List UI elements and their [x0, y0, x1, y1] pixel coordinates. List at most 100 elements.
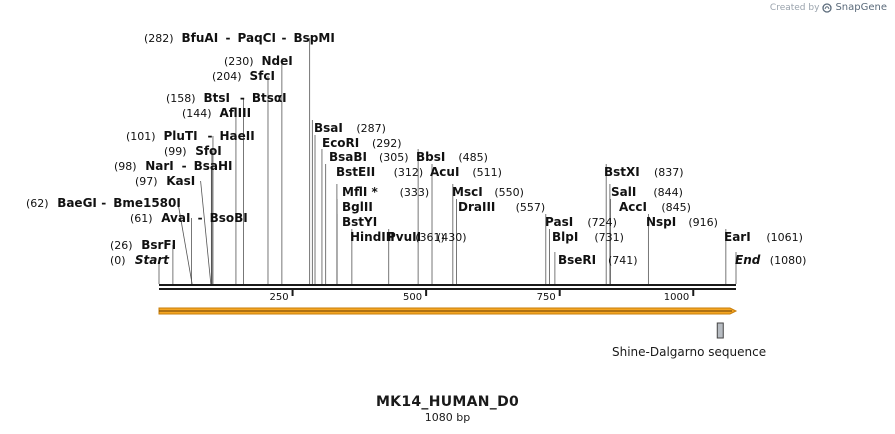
site-start[interactable]: (0) Start: [110, 253, 170, 267]
site-name: End: [735, 253, 761, 267]
site-nari[interactable]: (98) NarI - BsaHI: [114, 159, 233, 173]
site-position: (97): [135, 175, 158, 188]
site-blpi[interactable]: BlpI (731): [552, 230, 624, 244]
snapgene-logo-icon: [822, 2, 833, 13]
site-position: (305): [379, 151, 409, 164]
site-bsteii[interactable]: BstEII (312): [336, 165, 423, 179]
site-position: (287): [356, 122, 386, 135]
site-sfci[interactable]: (204) SfcI: [212, 69, 275, 83]
site-position: (557): [516, 201, 546, 214]
site-name: MscI: [452, 185, 483, 199]
shine-dalgarno-label[interactable]: Shine-Dalgarno sequence: [612, 345, 767, 359]
site-name: MflI *: [342, 185, 378, 199]
site-bstxi[interactable]: BstXI (837): [604, 165, 684, 179]
site-msci[interactable]: MscI (550): [452, 185, 524, 199]
site-bglii[interactable]: BglII: [342, 200, 373, 214]
site-name: BfuAI: [182, 31, 219, 45]
site-pasi[interactable]: PasI (724): [545, 215, 617, 229]
site-bsrfi[interactable]: (26) BsrFI: [110, 238, 176, 252]
site-ndei[interactable]: (230) NdeI: [224, 54, 293, 68]
site-pluti[interactable]: (101) PluTI - HaeII: [126, 129, 255, 143]
site-baegi[interactable]: (62) BaeGI - Bme1580I: [26, 196, 181, 210]
site-name: BsrFI: [141, 238, 176, 252]
site-name: BlpI: [552, 230, 578, 244]
site-position: (26): [110, 239, 133, 252]
site-sali[interactable]: SalI (844): [611, 185, 683, 199]
site-name: SfoI: [195, 144, 222, 158]
site-position: (916): [688, 216, 718, 229]
site-position: (1080): [770, 254, 807, 267]
site-nspi[interactable]: NspI (916): [646, 215, 718, 229]
site-bstyi[interactable]: BstYI: [342, 215, 377, 229]
site-position: (230): [224, 55, 254, 68]
site-name: DraIII: [458, 200, 495, 214]
site-name: BglII: [342, 200, 373, 214]
cut-site-lines: [158, 38, 737, 285]
site-position: (1061): [766, 231, 803, 244]
site-bsai[interactable]: BsaI (287): [314, 121, 386, 135]
site-pvuii[interactable]: PvuII (430): [387, 230, 467, 244]
site-eari[interactable]: EarI (1061): [724, 230, 803, 244]
cut-line: [177, 202, 193, 285]
site-name: BspMI: [294, 31, 335, 45]
site-position: (724): [587, 216, 617, 229]
shine-dalgarno-feature[interactable]: [716, 322, 724, 339]
site-hindiii[interactable]: HindIII (361): [350, 230, 445, 244]
site-position: (144): [182, 107, 212, 120]
site-position: (204): [212, 70, 242, 83]
site-position: (361): [415, 231, 445, 244]
site-name: Bme1580I: [113, 196, 181, 210]
site-acui[interactable]: AcuI (511): [430, 165, 502, 179]
site-bsabi[interactable]: BsaBI (305): [329, 150, 409, 164]
dna-backbone[interactable]: [159, 284, 736, 290]
site-avai[interactable]: (61) AvaI - BsoBI: [130, 211, 248, 225]
site-position: (844): [653, 186, 683, 199]
name-separator: -: [101, 196, 106, 210]
site-acci[interactable]: AccI (845): [619, 200, 691, 214]
tick-label: 500: [403, 292, 422, 303]
site-name: KasI: [166, 174, 195, 188]
tick-label: 1000: [664, 292, 689, 303]
site-position: (99): [164, 145, 187, 158]
site-sfoi[interactable]: (99) SfoI: [164, 144, 222, 158]
site-end[interactable]: End (1080): [735, 253, 806, 267]
site-name: BsaI: [314, 121, 343, 135]
site-bfuai[interactable]: (282) BfuAI - PaqCI - BspMI: [144, 31, 335, 45]
site-position: (511): [472, 166, 502, 179]
credit-text: Created by: [769, 2, 820, 13]
site-name: BstXI: [604, 165, 640, 179]
name-separator: -: [240, 91, 245, 105]
site-position: (741): [608, 254, 638, 267]
site-mfli[interactable]: MflI * (333): [342, 185, 429, 199]
sequence-length: 1080 bp: [424, 411, 471, 424]
site-kasi[interactable]: (97) KasI: [135, 174, 195, 188]
site-position: (731): [594, 231, 624, 244]
site-draiii[interactable]: DraIII (557): [458, 200, 545, 214]
site-bseri[interactable]: BseRI (741): [558, 253, 638, 267]
site-name: BsaHI: [194, 159, 233, 173]
features-track: [158, 307, 738, 339]
site-name: AflIII: [220, 106, 252, 120]
site-position: (333): [400, 186, 430, 199]
cut-site-labels: (0) Start(26) BsrFI (61) AvaI - BsoBI(62) BaeGI…: [26, 31, 806, 267]
site-bbsi[interactable]: BbsI (485): [416, 150, 488, 164]
tick-label: 250: [269, 292, 288, 303]
site-name: BbsI: [416, 150, 445, 164]
cut-line: [200, 180, 212, 285]
site-ecori[interactable]: EcoRI (292): [322, 136, 402, 150]
site-name: BtsI: [204, 91, 231, 105]
site-name: NspI: [646, 215, 676, 229]
site-position: (98): [114, 160, 137, 173]
site-position: (550): [494, 186, 524, 199]
site-btsi[interactable]: (158) BtsI - BtsαI: [166, 91, 287, 105]
site-position: (312): [394, 166, 424, 179]
site-name: HaeII: [220, 129, 255, 143]
site-name: AcuI: [430, 165, 459, 179]
site-name: BsaBI: [329, 150, 367, 164]
site-name: BstEII: [336, 165, 375, 179]
name-separator: -: [182, 159, 187, 173]
site-position: (158): [166, 92, 196, 105]
site-name: PasI: [545, 215, 573, 229]
site-afliii[interactable]: (144) AflIII: [182, 106, 251, 120]
